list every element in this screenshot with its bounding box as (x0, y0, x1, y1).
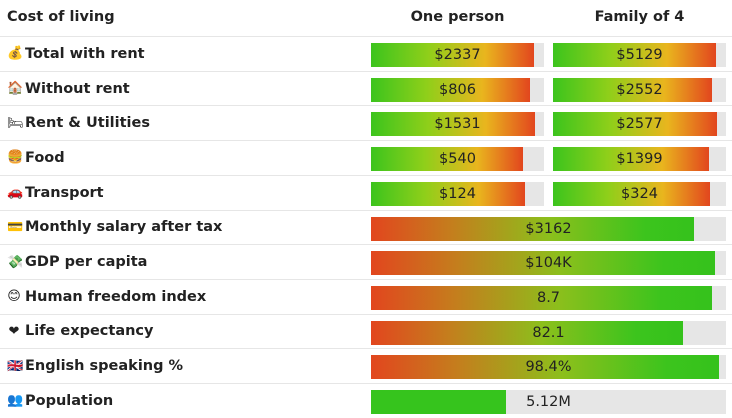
one-person-bar: $806 (371, 77, 544, 102)
bar-fill (553, 147, 709, 172)
bar-value: $1531 (434, 116, 481, 133)
smile-icon: 😊 (7, 289, 21, 305)
bar-fill (371, 112, 536, 137)
heart-icon: ❤ (8, 323, 20, 339)
table-row: 😊 Human freedom index 8.7 (0, 278, 732, 314)
bed-icon: 🛏 (7, 115, 24, 131)
flag-icon: 🇬🇧 (7, 358, 24, 374)
bar-value: $324 (621, 185, 658, 202)
metric-bar: 8.7 (371, 285, 726, 310)
bar-fill (553, 43, 716, 67)
table-row: 💳 Monthly salary after tax $3162 (0, 209, 732, 245)
money-bag-icon: 💰 (7, 46, 24, 62)
metric-bar: $104K (371, 251, 726, 276)
family-bar: $5129 (553, 43, 726, 67)
metric-bar: $3162 (371, 216, 726, 241)
bar-fill (371, 390, 506, 414)
people-icon: 👥 (7, 393, 24, 409)
row-label: 🍔 Food (7, 141, 65, 175)
row-label: 😊 Human freedom index (7, 280, 206, 314)
bar-fill (371, 181, 525, 206)
row-label-text: Monthly salary after tax (25, 219, 223, 236)
row-label-text: Transport (25, 184, 104, 201)
bar-fill (553, 77, 713, 102)
one-person-bar: $2337 (371, 43, 544, 67)
table-row: 👥 Population 5.12M (0, 383, 732, 418)
bar-fill (371, 285, 712, 310)
table-row: ❤ Life expectancy 82.1 (0, 313, 732, 349)
row-label-text: GDP per capita (25, 254, 148, 271)
bar-value: $540 (439, 151, 476, 168)
row-label: 🚗 Transport (7, 176, 104, 210)
bar-value: $806 (439, 81, 476, 98)
bar-value: 98.4% (525, 359, 572, 376)
car-icon: 🚗 (7, 185, 24, 201)
bar-fill (371, 251, 716, 276)
metric-bar: 5.12M (371, 390, 726, 414)
row-label-text: Food (25, 149, 65, 166)
family-bar: $2552 (553, 77, 726, 102)
metric-bar: 82.1 (371, 320, 726, 345)
money-wings-icon: 💸 (7, 254, 24, 270)
one-person-bar: $1531 (371, 112, 544, 137)
one-person-bar: $540 (371, 147, 544, 172)
bar-value: $104K (525, 255, 572, 272)
row-label: 💳 Monthly salary after tax (7, 211, 222, 245)
bar-fill (553, 181, 711, 206)
bar-value: $2552 (616, 81, 663, 98)
table-row: 💰 Total with rent $2337 $5129 (0, 36, 732, 71)
header-family: Family of 4 (594, 9, 685, 26)
table-row: 🚗 Transport $124 $324 (0, 174, 732, 210)
table-row: 🍔 Food $540 $1399 (0, 140, 732, 175)
bar-fill (371, 355, 719, 380)
family-bar: $1399 (553, 147, 726, 172)
row-label-text: Human freedom index (25, 288, 207, 305)
table-row: 🏠 Without rent $806 $2552 (0, 70, 732, 106)
family-bar: $2577 (553, 112, 726, 137)
bar-fill (371, 43, 534, 67)
row-label: 💰 Total with rent (7, 37, 145, 71)
row-label-text: Rent & Utilities (25, 115, 150, 132)
bar-value: 5.12M (526, 394, 571, 410)
table-row: 🇬🇧 English speaking % 98.4% (0, 348, 732, 383)
row-label: 🛏 Rent & Utilities (7, 106, 150, 140)
row-label: 🏠 Without rent (7, 72, 130, 106)
bar-fill (371, 147, 524, 172)
bar-value: $3162 (525, 220, 572, 237)
table-row: 💸 GDP per capita $104K (0, 244, 732, 279)
header-one-person: One person (410, 9, 505, 26)
row-label-text: Without rent (25, 80, 130, 97)
house-icon: 🏠 (7, 81, 24, 97)
row-label: 🇬🇧 English speaking % (7, 349, 183, 383)
bar-value: 82.1 (532, 324, 565, 341)
table-header: Cost of living One person Family of 4 (0, 0, 732, 35)
bar-value: $5129 (616, 47, 663, 63)
row-label: 💸 GDP per capita (7, 245, 147, 279)
credit-card-icon: 💳 (7, 219, 24, 235)
row-label: 👥 Population (7, 384, 113, 418)
metric-bar: 98.4% (371, 355, 726, 380)
row-label-text: Total with rent (25, 45, 145, 62)
bar-value: $2337 (434, 47, 481, 63)
one-person-bar: $124 (371, 181, 544, 206)
family-bar: $324 (553, 181, 726, 206)
bar-value: $1399 (616, 151, 663, 168)
food-icon: 🍔 (7, 150, 24, 166)
row-label-text: Life expectancy (25, 323, 154, 340)
row-label: ❤ Life expectancy (7, 315, 154, 349)
table-row: 🛏 Rent & Utilities $1531 $2577 (0, 105, 732, 140)
row-label-text: English speaking % (25, 358, 184, 375)
bar-fill (371, 77, 531, 102)
bar-value: 8.7 (536, 289, 561, 306)
row-label-text: Population (25, 392, 114, 409)
bar-fill (553, 112, 718, 137)
bar-fill (371, 320, 684, 345)
header-title: Cost of living (7, 9, 115, 26)
bar-value: $2577 (616, 116, 663, 133)
bar-value: $124 (439, 185, 476, 202)
bar-fill (371, 216, 695, 241)
